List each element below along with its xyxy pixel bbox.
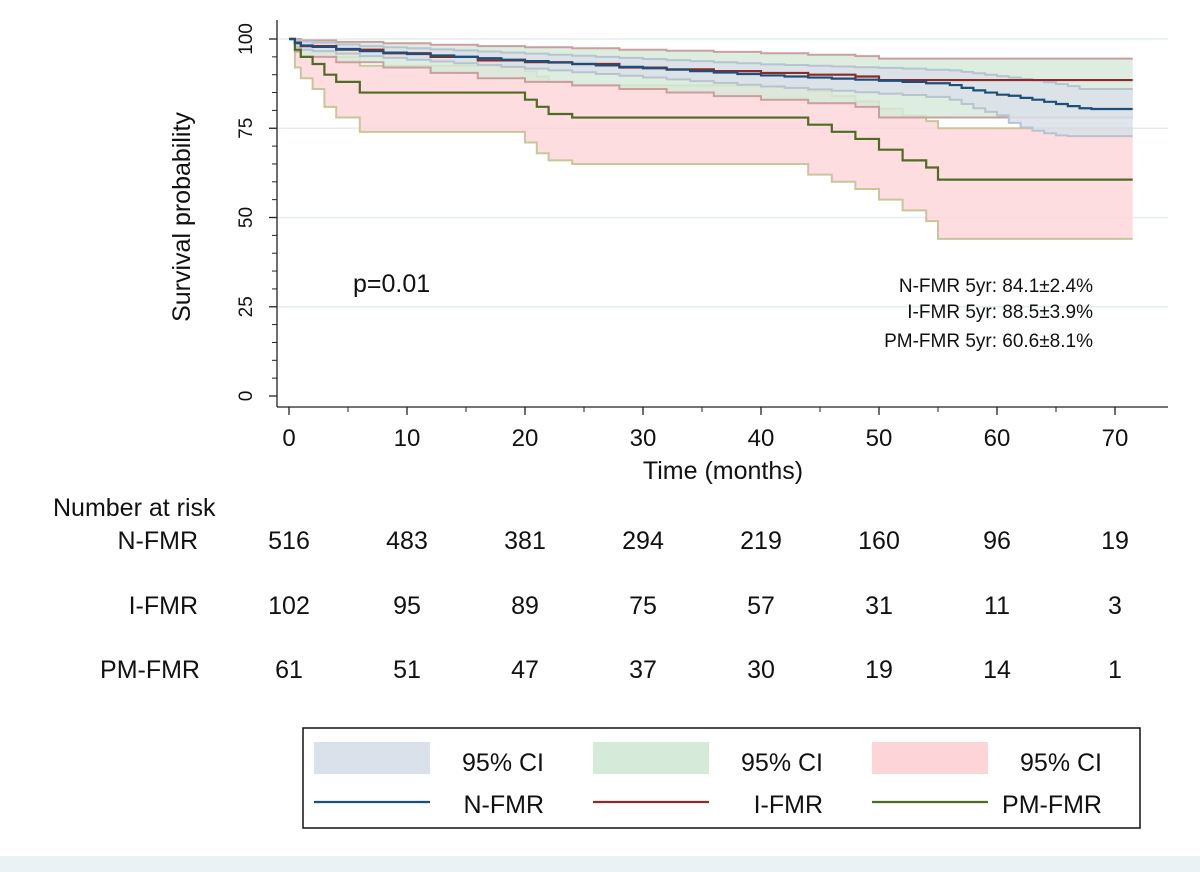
risk-count-pm-fmr-30: 37 [629, 656, 657, 684]
x-tick-label-70: 70 [1102, 425, 1129, 452]
legend-swatch-ci-pm-fmr [872, 742, 988, 774]
legend-label-ci-n-fmr: 95% CI [462, 749, 544, 777]
y-tick-label-50: 50 [236, 207, 257, 228]
risk-count-i-fmr-20: 89 [511, 592, 539, 620]
x-tick-label-0: 0 [282, 425, 295, 452]
y-axis-label: Survival probability [168, 112, 196, 322]
y-tick-label-75: 75 [236, 118, 257, 139]
x-tick-label-30: 30 [630, 425, 657, 452]
risk-count-pm-fmr-10: 51 [393, 656, 421, 684]
risk-row-label-i-fmr: I-FMR [129, 592, 198, 620]
risk-count-i-fmr-50: 31 [865, 592, 893, 620]
risk-count-pm-fmr-50: 19 [865, 656, 893, 684]
y-tick-label-0: 0 [236, 391, 257, 402]
ci-lower-bound-n-fmr [289, 38, 1133, 138]
survival-curves [289, 37, 1133, 181]
risk-count-n-fmr-70: 19 [1101, 527, 1129, 555]
legend-swatch-ci-n-fmr [314, 742, 430, 774]
legend-box [302, 727, 1141, 829]
x-tick-label-20: 20 [512, 425, 539, 452]
x-tick-label-40: 40 [748, 425, 775, 452]
legend-label-ci-pm-fmr: 95% CI [1020, 749, 1102, 777]
ci-upper-bound-n-fmr [289, 38, 1133, 90]
legend-label-line-pm-fmr: PM-FMR [1002, 791, 1102, 819]
risk-count-i-fmr-70: 3 [1108, 592, 1122, 620]
axis-ticks: 0 10 20 30 40 50 60 70 0 25 50 75 100 [236, 23, 1128, 452]
survival-curve-n-fmr [289, 37, 1133, 111]
risk-count-pm-fmr-70: 1 [1108, 656, 1122, 684]
x-axis-label: Time (months) [643, 457, 803, 485]
legend-label-ci-i-fmr: 95% CI [741, 749, 823, 777]
ci-band-pm-fmr [289, 39, 1133, 239]
risk-count-n-fmr-10: 483 [386, 527, 428, 555]
annotation-pm-fmr: PM-FMR 5yr: 60.6±8.1% [884, 331, 1093, 352]
risk-table-title: Number at risk [53, 494, 216, 522]
risk-count-n-fmr-20: 381 [504, 527, 546, 555]
legend-label-line-n-fmr: N-FMR [463, 791, 544, 819]
ci-band-n-fmr [289, 39, 1133, 137]
x-tick-label-50: 50 [866, 425, 893, 452]
risk-count-n-fmr-60: 96 [983, 527, 1011, 555]
risk-count-i-fmr-60: 11 [984, 592, 1010, 620]
annotation-i-fmr: I-FMR 5yr: 88.5±3.9% [907, 302, 1093, 323]
risk-table: Number at risk N-FMR 516 483 381 294 219 160 96… [53, 494, 1129, 684]
risk-count-i-fmr-40: 57 [747, 592, 775, 620]
risk-count-i-fmr-10: 95 [393, 592, 421, 620]
y-tick-label-100: 100 [236, 23, 257, 55]
p-value-label: p=0.01 [353, 270, 430, 298]
risk-count-n-fmr-0: 516 [268, 527, 310, 555]
risk-row-label-pm-fmr: PM-FMR [100, 656, 200, 684]
survival-curve-pm-fmr [289, 37, 1133, 181]
ci-lower-bound-i-fmr [289, 38, 1133, 119]
x-tick-label-60: 60 [984, 425, 1011, 452]
risk-count-i-fmr-0: 102 [268, 592, 310, 620]
risk-count-n-fmr-30: 294 [622, 527, 664, 555]
x-tick-label-10: 10 [394, 425, 421, 452]
risk-row-label-n-fmr: N-FMR [117, 527, 198, 555]
risk-count-pm-fmr-0: 61 [275, 656, 303, 684]
legend-label-line-i-fmr: I-FMR [754, 791, 823, 819]
risk-count-pm-fmr-60: 14 [983, 656, 1011, 684]
annotation-n-fmr: N-FMR 5yr: 84.1±2.4% [899, 276, 1093, 297]
legend-swatch-ci-i-fmr [593, 742, 709, 774]
risk-count-pm-fmr-20: 47 [511, 656, 539, 684]
risk-count-n-fmr-50: 160 [858, 527, 900, 555]
risk-count-n-fmr-40: 219 [740, 527, 782, 555]
y-tick-label-25: 25 [236, 296, 257, 317]
risk-count-pm-fmr-40: 30 [747, 656, 775, 684]
risk-count-i-fmr-30: 75 [629, 592, 657, 620]
legend: 95% CI N-FMR 95% CI I-FMR 95% CI PM-FMR [302, 727, 1141, 829]
ci-lower-bound-pm-fmr [289, 38, 1133, 240]
